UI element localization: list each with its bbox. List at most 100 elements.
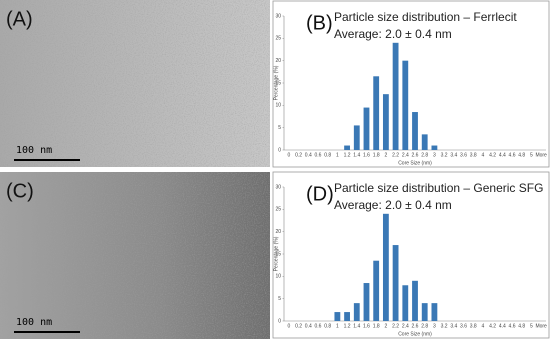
x-tick-label: 2.8 — [421, 152, 428, 158]
bar — [412, 280, 418, 321]
x-tick-label: 3.2 — [441, 323, 448, 329]
y-tick-label: 15 — [275, 251, 281, 257]
x-tick-label: 2.8 — [421, 323, 428, 329]
x-tick-label: 1 — [336, 152, 339, 158]
bar — [373, 260, 380, 321]
y-tick-label: 5 — [278, 296, 281, 302]
x-tick-label: 3.4 — [450, 323, 457, 329]
y-axis-label: Percentage (%) — [273, 65, 279, 100]
scale-bar-label: 100 nm — [16, 145, 52, 156]
y-tick-label: 0 — [278, 318, 281, 324]
panel-label: (C) — [6, 180, 34, 202]
panel-label: (B) — [306, 12, 333, 34]
panel-label: (A) — [6, 8, 33, 30]
bar — [402, 285, 409, 321]
x-tick-label: 3.4 — [450, 152, 457, 158]
y-tick-label: 20 — [275, 58, 281, 64]
y-tick-label: 10 — [275, 103, 281, 109]
y-tick-label: 30 — [275, 184, 281, 190]
x-tick-label: 2.2 — [392, 152, 399, 158]
x-tick-label: 1.2 — [344, 152, 351, 158]
bar — [382, 94, 389, 150]
panel-label: (D) — [306, 183, 334, 205]
x-tick-label: 5 — [530, 152, 533, 158]
y-tick-label: 25 — [275, 207, 281, 213]
x-tick-label: 3.2 — [441, 152, 448, 158]
y-tick-label: 20 — [275, 229, 281, 235]
x-tick-label: 0 — [287, 323, 290, 329]
x-tick-label: 1.8 — [373, 152, 380, 158]
x-tick-label: 3.6 — [460, 323, 467, 329]
tem-image-a: (A) 100 nm — [0, 0, 270, 167]
bar — [353, 125, 360, 150]
bar — [334, 312, 341, 321]
y-tick-label: 5 — [278, 125, 281, 131]
x-tick-label: 0.4 — [305, 323, 312, 329]
x-tick-label: 4.6 — [509, 323, 516, 329]
bar — [382, 213, 389, 321]
x-tick-label: 1.8 — [373, 323, 380, 329]
x-tick-label: 2 — [384, 152, 387, 158]
x-tick-label: 2.6 — [412, 152, 419, 158]
x-tick-label: 4 — [482, 323, 485, 329]
x-tick-label: 2.4 — [402, 323, 409, 329]
bar — [421, 134, 428, 150]
x-tick-label: 4.6 — [509, 152, 516, 158]
bar — [421, 303, 428, 321]
y-tick-label: 0 — [278, 147, 281, 153]
x-tick-label: 4.2 — [489, 152, 496, 158]
bar — [363, 283, 370, 321]
x-tick-label: 3.8 — [470, 323, 477, 329]
x-tick-label: 1.6 — [363, 323, 370, 329]
y-axis-label: Percentage (%) — [273, 236, 279, 271]
x-axis-label: Core Size (nm) — [398, 160, 432, 166]
x-tick-label: 2.6 — [412, 323, 419, 329]
bar — [353, 303, 360, 321]
x-tick-label: More — [535, 323, 547, 329]
chart-frame — [272, 0, 550, 168]
x-tick-label: 3.6 — [460, 152, 467, 158]
bar — [344, 312, 350, 321]
chart-frame — [272, 171, 550, 339]
x-tick-label: 4 — [482, 152, 485, 158]
x-tick-label: 0.2 — [295, 152, 302, 158]
tem-image-c: (C) 100 nm — [0, 172, 270, 339]
bar — [412, 112, 418, 150]
chart-title: Particle size distribution – Generic SFG — [334, 181, 543, 195]
chart-title: Particle size distribution – Ferrlecit — [334, 10, 517, 24]
x-axis-label: Core Size (nm) — [398, 331, 432, 337]
x-tick-label: 2.4 — [402, 152, 409, 158]
bar — [402, 60, 409, 150]
bar — [431, 303, 438, 321]
y-tick-label: 10 — [275, 274, 281, 280]
bar — [392, 42, 399, 150]
x-tick-label: 0.6 — [314, 152, 321, 158]
x-tick-label: 0.2 — [295, 323, 302, 329]
x-tick-label: 1.4 — [353, 152, 360, 158]
x-tick-label: 0.6 — [314, 323, 321, 329]
x-tick-label: 5 — [530, 323, 533, 329]
x-tick-label: 2 — [384, 323, 387, 329]
x-tick-label: 1.4 — [353, 323, 360, 329]
x-tick-label: 4.8 — [518, 323, 525, 329]
x-tick-label: 4.2 — [489, 323, 496, 329]
x-tick-label: 1.6 — [363, 152, 370, 158]
x-tick-label: 4.4 — [499, 152, 506, 158]
x-tick-label: More — [535, 152, 547, 158]
bar — [431, 145, 438, 150]
x-tick-label: 2.2 — [392, 323, 399, 329]
y-tick-label: 30 — [275, 13, 281, 19]
scale-bar-label: 100 nm — [16, 317, 52, 328]
bar — [344, 145, 350, 150]
chart-subtitle: Average: 2.0 ± 0.4 nm — [334, 27, 452, 41]
x-tick-label: 0 — [287, 152, 290, 158]
x-tick-label: 3.8 — [470, 152, 477, 158]
x-tick-label: 1 — [336, 323, 339, 329]
x-tick-label: 4.4 — [499, 323, 506, 329]
y-tick-label: 15 — [275, 80, 281, 86]
bar — [363, 107, 370, 150]
x-tick-label: 0.8 — [324, 323, 331, 329]
bar — [392, 245, 399, 321]
bar — [373, 76, 380, 150]
